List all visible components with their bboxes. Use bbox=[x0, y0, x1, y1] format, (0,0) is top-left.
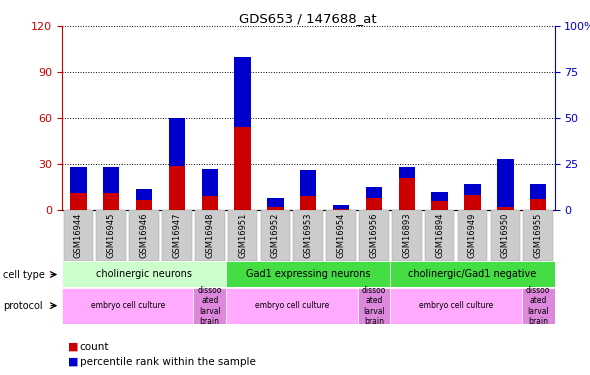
FancyBboxPatch shape bbox=[96, 210, 126, 261]
Text: GSM16893: GSM16893 bbox=[402, 213, 411, 258]
Text: GSM16953: GSM16953 bbox=[304, 213, 313, 258]
Text: dissoo
ated
larval
brain: dissoo ated larval brain bbox=[198, 286, 222, 326]
Bar bbox=[530, 184, 546, 210]
FancyBboxPatch shape bbox=[129, 210, 159, 261]
Bar bbox=[530, 184, 546, 199]
Bar bbox=[136, 189, 152, 200]
Text: cholinergic neurons: cholinergic neurons bbox=[96, 269, 192, 279]
FancyBboxPatch shape bbox=[261, 210, 290, 261]
Bar bbox=[169, 118, 185, 166]
Text: GSM16947: GSM16947 bbox=[172, 213, 181, 258]
Bar bbox=[399, 167, 415, 178]
Text: Gad1 expressing neurons: Gad1 expressing neurons bbox=[246, 269, 371, 279]
FancyBboxPatch shape bbox=[226, 288, 358, 324]
Bar bbox=[366, 187, 382, 210]
FancyBboxPatch shape bbox=[62, 261, 226, 287]
Bar bbox=[169, 118, 185, 210]
Bar bbox=[497, 159, 513, 210]
Text: percentile rank within the sample: percentile rank within the sample bbox=[80, 357, 255, 367]
FancyBboxPatch shape bbox=[359, 210, 389, 261]
Bar bbox=[497, 159, 513, 207]
FancyBboxPatch shape bbox=[392, 210, 422, 261]
FancyBboxPatch shape bbox=[194, 288, 226, 324]
Text: GSM16954: GSM16954 bbox=[337, 213, 346, 258]
Text: GSM16944: GSM16944 bbox=[74, 213, 83, 258]
Bar bbox=[399, 167, 415, 210]
Text: count: count bbox=[80, 342, 109, 352]
FancyBboxPatch shape bbox=[293, 210, 323, 261]
Text: GSM16948: GSM16948 bbox=[205, 213, 214, 258]
Text: GSM16950: GSM16950 bbox=[501, 213, 510, 258]
Text: GSM16955: GSM16955 bbox=[534, 213, 543, 258]
Text: embryo cell culture: embryo cell culture bbox=[255, 302, 329, 310]
Text: GSM16951: GSM16951 bbox=[238, 213, 247, 258]
FancyBboxPatch shape bbox=[358, 288, 391, 324]
FancyBboxPatch shape bbox=[490, 210, 520, 261]
Bar bbox=[431, 192, 448, 210]
Text: GSM16952: GSM16952 bbox=[271, 213, 280, 258]
Text: dissoo
ated
larval
brain: dissoo ated larval brain bbox=[362, 286, 386, 326]
FancyBboxPatch shape bbox=[458, 210, 487, 261]
FancyBboxPatch shape bbox=[195, 210, 225, 261]
Bar bbox=[267, 198, 284, 210]
Bar bbox=[103, 167, 119, 193]
Bar bbox=[70, 167, 87, 210]
FancyBboxPatch shape bbox=[425, 210, 454, 261]
Bar bbox=[300, 170, 316, 210]
Bar bbox=[464, 184, 481, 210]
Bar bbox=[300, 170, 316, 196]
Text: embryo cell culture: embryo cell culture bbox=[90, 302, 165, 310]
FancyBboxPatch shape bbox=[523, 210, 553, 261]
Bar bbox=[333, 206, 349, 210]
Text: GSM16956: GSM16956 bbox=[369, 213, 378, 258]
Text: cholinergic/Gad1 negative: cholinergic/Gad1 negative bbox=[408, 269, 537, 279]
Title: GDS653 / 147688_at: GDS653 / 147688_at bbox=[240, 12, 377, 25]
Text: GSM16946: GSM16946 bbox=[140, 213, 149, 258]
Text: cell type: cell type bbox=[3, 270, 45, 279]
FancyBboxPatch shape bbox=[62, 288, 194, 324]
Bar bbox=[234, 57, 251, 127]
Bar bbox=[136, 189, 152, 210]
Text: ■: ■ bbox=[68, 357, 78, 367]
Text: GSM16894: GSM16894 bbox=[435, 213, 444, 258]
Bar bbox=[431, 192, 448, 201]
Bar bbox=[202, 169, 218, 210]
Text: embryo cell culture: embryo cell culture bbox=[419, 302, 493, 310]
FancyBboxPatch shape bbox=[522, 288, 555, 324]
Text: dissoo
ated
larval
brain: dissoo ated larval brain bbox=[526, 286, 550, 326]
FancyBboxPatch shape bbox=[391, 288, 522, 324]
FancyBboxPatch shape bbox=[226, 261, 391, 287]
Bar bbox=[267, 198, 284, 207]
Text: GSM16945: GSM16945 bbox=[107, 213, 116, 258]
Bar bbox=[464, 184, 481, 195]
FancyBboxPatch shape bbox=[162, 210, 192, 261]
Text: GSM16949: GSM16949 bbox=[468, 213, 477, 258]
Bar bbox=[366, 187, 382, 198]
FancyBboxPatch shape bbox=[228, 210, 257, 261]
Text: protocol: protocol bbox=[3, 301, 42, 310]
FancyBboxPatch shape bbox=[64, 210, 93, 261]
Bar bbox=[70, 167, 87, 193]
Bar bbox=[202, 169, 218, 196]
Bar bbox=[333, 206, 349, 209]
Bar bbox=[234, 57, 251, 210]
Bar bbox=[103, 167, 119, 210]
FancyBboxPatch shape bbox=[391, 261, 555, 287]
Text: ■: ■ bbox=[68, 342, 78, 352]
FancyBboxPatch shape bbox=[326, 210, 356, 261]
